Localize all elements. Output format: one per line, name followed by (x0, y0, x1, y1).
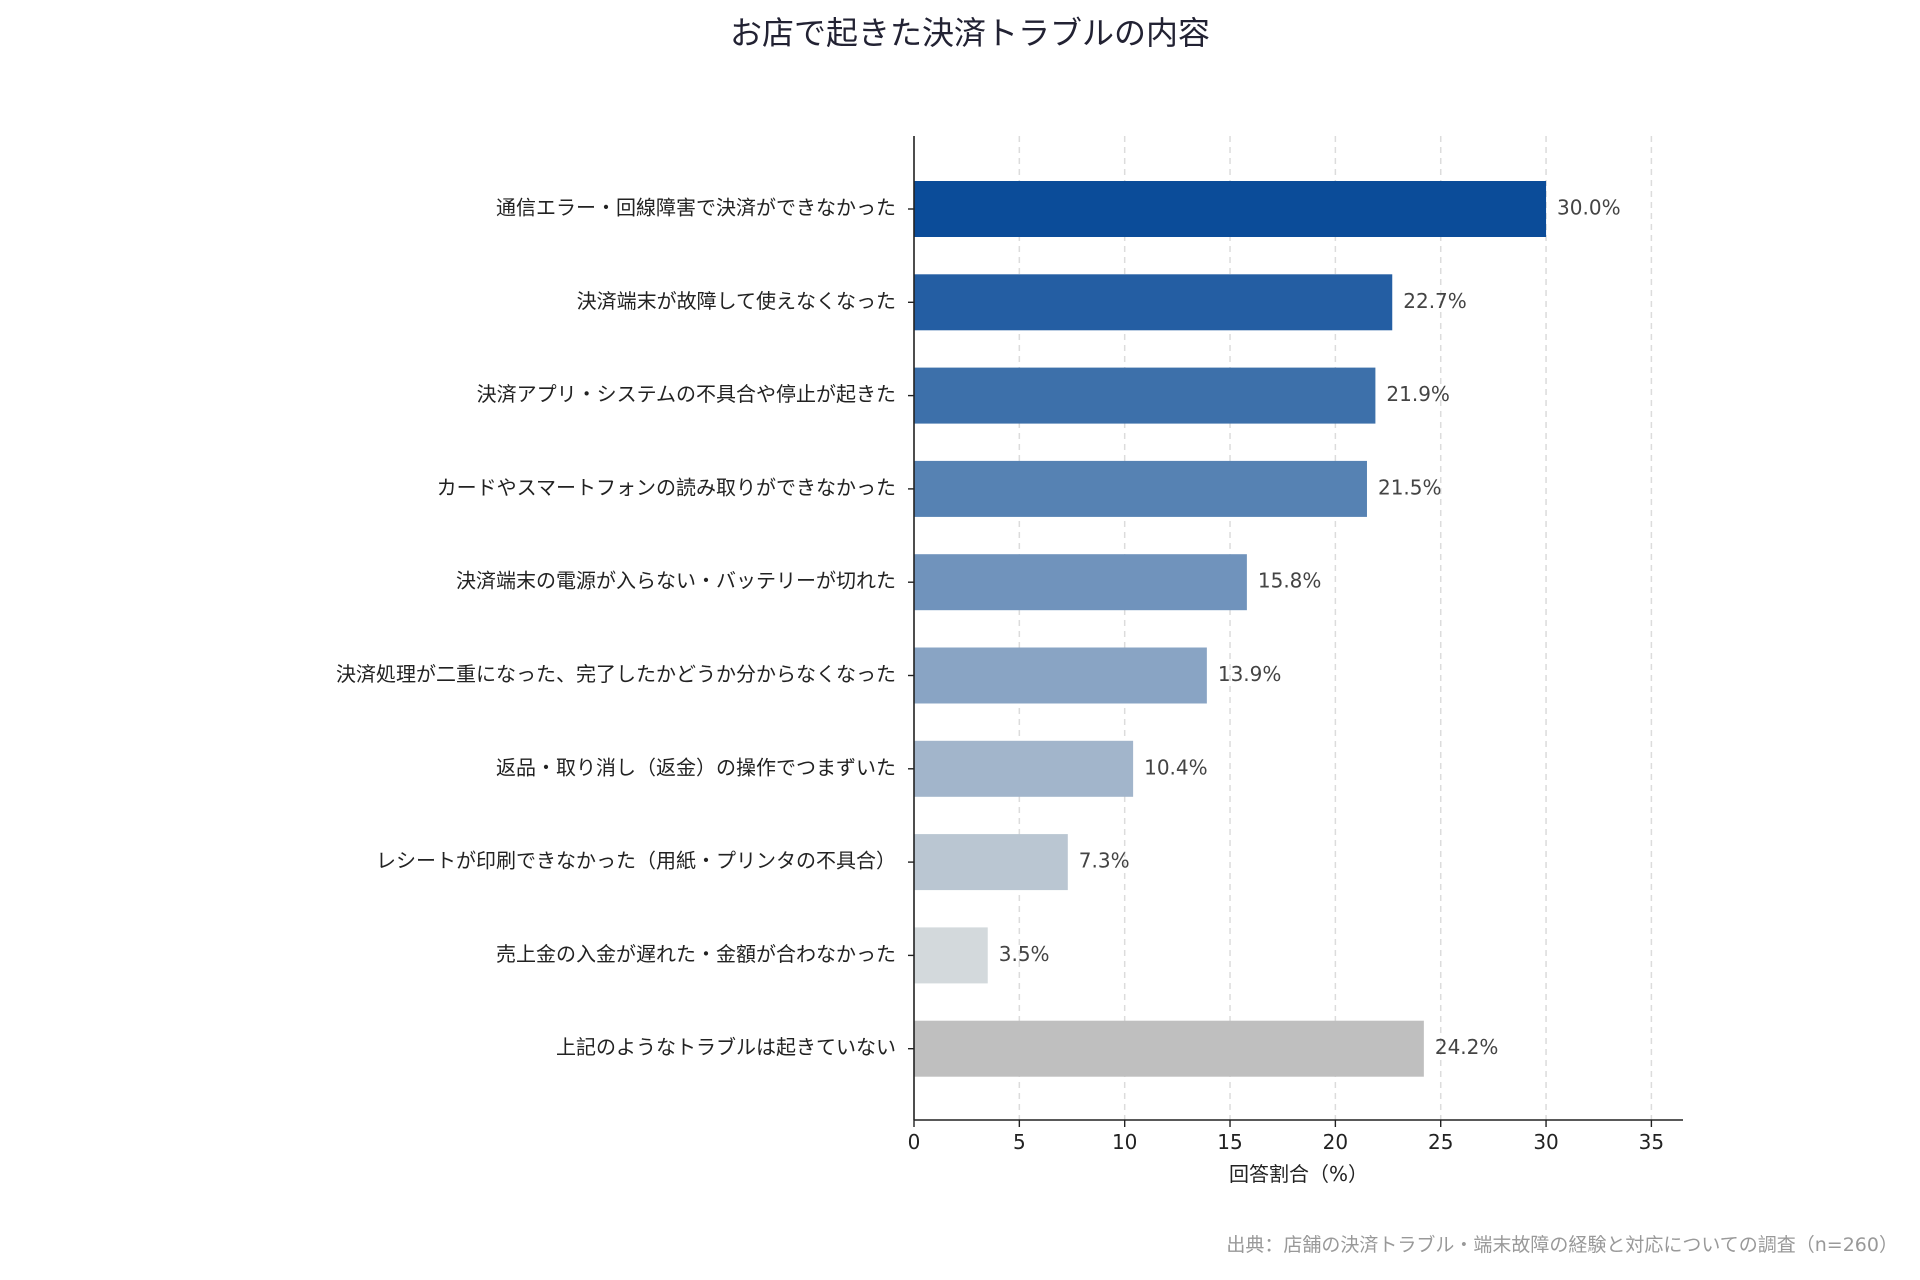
chart-title: お店で起きた決済トラブルの内容 (729, 14, 1210, 52)
bars (914, 181, 1547, 1077)
bar-6 (914, 740, 1134, 797)
value-label-9: 24.2% (1435, 1035, 1499, 1059)
value-label-3: 21.5% (1378, 475, 1442, 499)
value-label-5: 13.9% (1218, 662, 1282, 686)
value-label-4: 15.8% (1258, 569, 1322, 593)
category-label-4: 決済端末の電源が入らない・バッテリーが切れた (456, 569, 896, 593)
x-tick-label-35: 35 (1639, 1130, 1664, 1154)
category-label-2: 決済アプリ・システムの不具合や停止が起きた (477, 382, 896, 406)
x-tick-label-25: 25 (1428, 1130, 1453, 1154)
bar-2 (914, 367, 1376, 424)
bar-7 (914, 834, 1068, 891)
value-label-7: 7.3% (1079, 849, 1130, 873)
x-tick-label-30: 30 (1533, 1130, 1558, 1154)
category-label-7: レシートが印刷できなかった（用紙・プリンタの不具合） (376, 849, 896, 873)
bar-1 (914, 274, 1393, 331)
category-label-0: 通信エラー・回線障害で決済ができなかった (496, 196, 896, 220)
value-label-1: 22.7% (1403, 289, 1467, 313)
x-tick-label-15: 15 (1217, 1130, 1242, 1154)
bar-8 (914, 927, 988, 984)
x-tick-label-0: 0 (908, 1130, 921, 1154)
value-label-8: 3.5% (999, 942, 1050, 966)
value-label-0: 30.0% (1557, 196, 1621, 220)
category-label-8: 売上金の入金が遅れた・金額が合わなかった (496, 942, 896, 966)
bar-5 (914, 647, 1207, 704)
x-tick-label-20: 20 (1323, 1130, 1348, 1154)
x-tick-label-10: 10 (1112, 1130, 1137, 1154)
value-label-6: 10.4% (1144, 755, 1208, 779)
category-label-3: カードやスマートフォンの読み取りができなかった (437, 475, 896, 499)
bar-4 (914, 554, 1247, 611)
bar-0 (914, 181, 1547, 237)
x-tick-label-5: 5 (1013, 1130, 1026, 1154)
bar-9 (914, 1020, 1424, 1077)
category-label-5: 決済処理が二重になった、完了したかどうか分からなくなった (336, 662, 896, 686)
labels: 通信エラー・回線障害で決済ができなかった 30.0% 決済端末が故障して使えなくなっ… (336, 196, 1664, 1187)
category-label-6: 返品・取り消し（返金）の操作でつまずいた (496, 755, 896, 779)
category-label-9: 上記のようなトラブルは起きていない (556, 1035, 896, 1059)
source-note: 出典：店舗の決済トラブル・端末故障の経験と対応についての調査（n=260） (1226, 1234, 1898, 1256)
axes (908, 136, 1683, 1127)
x-axis-title: 回答割合（%） (1229, 1162, 1368, 1186)
category-label-1: 決済端末が故障して使えなくなった (577, 289, 896, 313)
value-label-2: 21.9% (1386, 382, 1450, 406)
bar-3 (914, 460, 1367, 517)
